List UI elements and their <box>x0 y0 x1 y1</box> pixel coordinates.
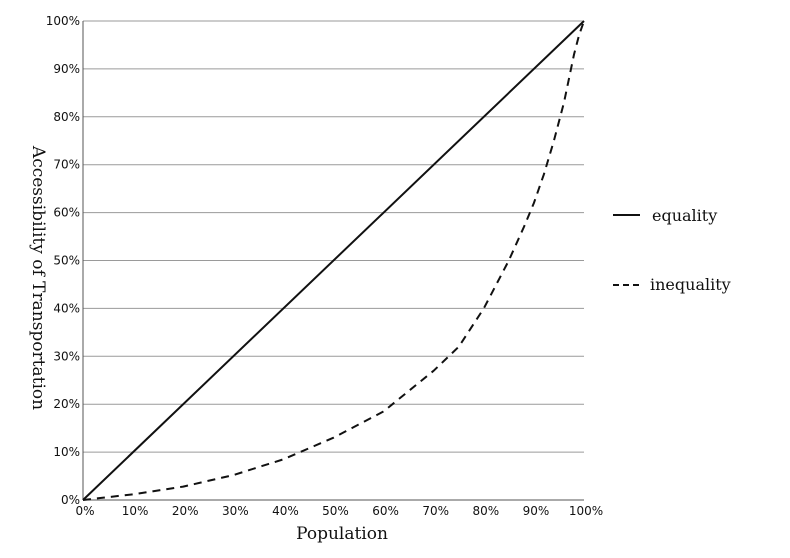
series-lines <box>82 20 585 501</box>
x-tick-label: 50% <box>322 504 349 518</box>
y-tick-label: 50% <box>53 254 80 268</box>
y-tick-label: 90% <box>53 62 80 76</box>
y-tick-label: 0% <box>61 493 80 507</box>
x-tick-label: 0% <box>75 504 94 518</box>
x-tick-label: 90% <box>523 504 550 518</box>
y-tick-label: 40% <box>53 301 80 315</box>
series-line-inequality <box>82 20 585 501</box>
legend-label-equality: equality <box>652 206 717 225</box>
legend-label-inequality: inequality <box>650 275 731 294</box>
y-tick-label: 30% <box>53 349 80 363</box>
y-tick-label: 10% <box>53 445 80 459</box>
legend: equality inequality <box>613 206 731 294</box>
x-tick-label: 80% <box>472 504 499 518</box>
y-tick-label: 60% <box>53 206 80 220</box>
y-tick-label: 70% <box>53 158 80 172</box>
x-tick-label: 20% <box>172 504 199 518</box>
x-tick-label: 100% <box>569 504 603 518</box>
x-tick-label: 10% <box>122 504 149 518</box>
series-line-equality <box>82 20 585 501</box>
x-tick-label: 60% <box>372 504 399 518</box>
y-axis-title: Accessibility of Transportation <box>28 145 48 410</box>
x-axis-title: Population <box>296 524 388 544</box>
y-tick-labels: 0% 10% 20% 30% 40% 50% 60% 70% 80% 90% 100% <box>46 14 80 507</box>
x-tick-label: 70% <box>422 504 449 518</box>
gridlines <box>83 20 584 453</box>
x-tick-label: 30% <box>222 504 249 518</box>
x-tick-label: 40% <box>272 504 299 518</box>
y-tick-label: 100% <box>46 14 80 28</box>
y-tick-label: 20% <box>53 397 80 411</box>
axes <box>82 21 584 501</box>
x-tick-labels: 0% 10% 20% 30% 40% 50% 60% 70% 80% 90% 100% <box>75 504 603 518</box>
y-tick-label: 80% <box>53 110 80 124</box>
